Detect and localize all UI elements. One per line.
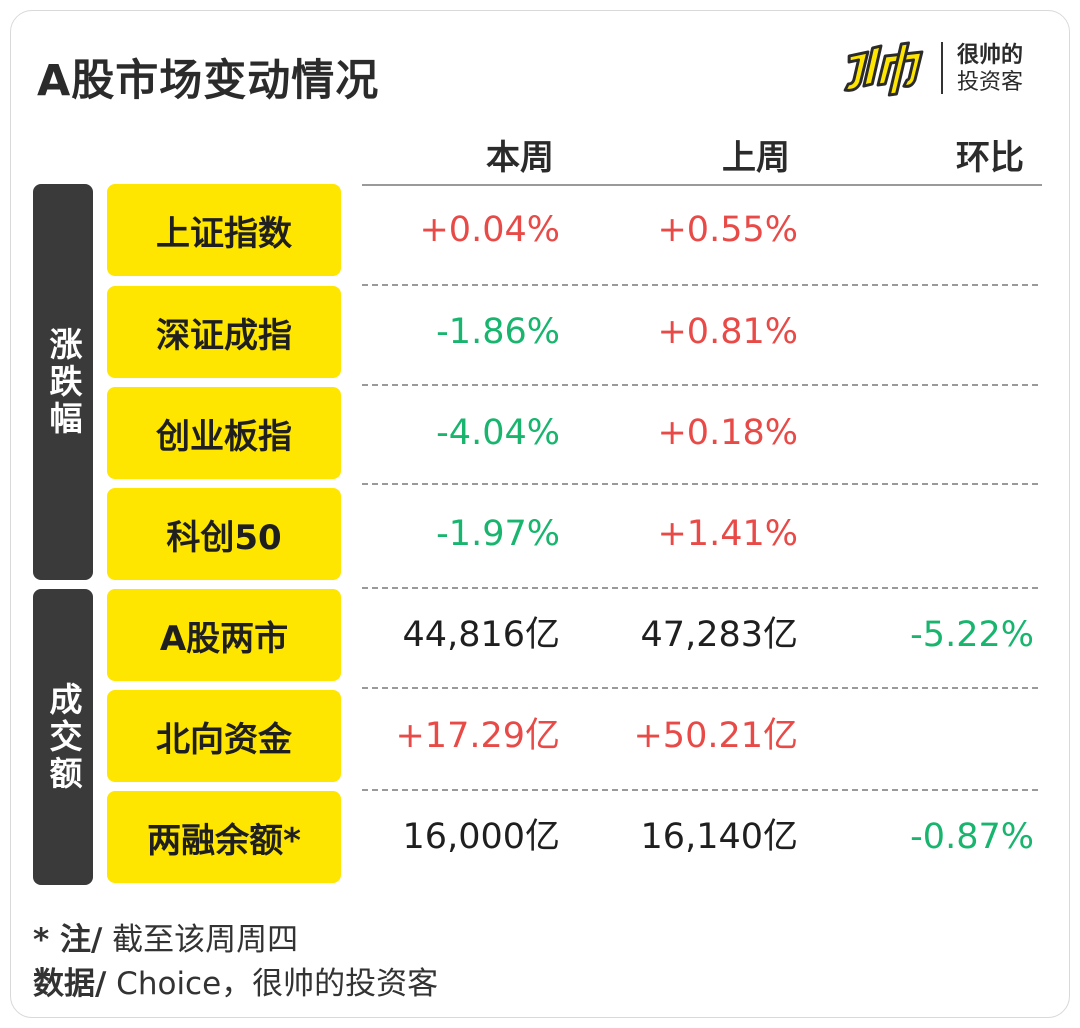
logo-text: 很帅的 投资客 bbox=[957, 42, 1023, 96]
row-divider bbox=[362, 687, 1038, 689]
row-divider bbox=[362, 483, 1038, 485]
cell-last-week: +50.21亿 bbox=[633, 716, 798, 756]
cell-last-week: +0.81% bbox=[657, 312, 798, 352]
footnote-note-label: * 注/ bbox=[33, 922, 103, 958]
cell-last-week: 16,140亿 bbox=[640, 817, 798, 857]
cell-this-week: 16,000亿 bbox=[402, 817, 560, 857]
group-label-volume: 成交额 bbox=[44, 681, 83, 793]
column-header-last-week: 上周 bbox=[722, 138, 790, 178]
brand-logo: 很帅的 投资客 bbox=[838, 38, 1038, 100]
footnote-note-text: 截至该周周四 bbox=[102, 922, 299, 958]
group-volume: 成交额 bbox=[33, 589, 93, 885]
footnote-note: * 注/ 截至该周周四 bbox=[33, 914, 298, 959]
footnote-source-text: Choice，很帅的投资客 bbox=[106, 966, 439, 1002]
row-label-margin-balance: 两融余额* bbox=[107, 791, 341, 883]
column-header-this-week: 本周 bbox=[486, 138, 554, 178]
cell-this-week: 44,816亿 bbox=[402, 615, 560, 655]
row-divider bbox=[362, 587, 1038, 589]
row-label-shanghai: 上证指数 bbox=[107, 184, 341, 276]
column-header-ratio: 环比 bbox=[956, 138, 1024, 178]
cell-this-week: -4.04% bbox=[436, 413, 560, 453]
row-label-shenzhen: 深证成指 bbox=[107, 286, 341, 378]
logo-divider bbox=[941, 42, 943, 94]
group-change: 涨跌幅 bbox=[33, 184, 93, 580]
footnote-source-label: 数据/ bbox=[33, 966, 107, 1002]
cell-this-week: +0.04% bbox=[419, 210, 560, 250]
page-title: A股市场变动情况 bbox=[37, 56, 380, 106]
cell-ratio: -5.22% bbox=[910, 615, 1034, 655]
logo-line-1: 很帅的 bbox=[957, 43, 1024, 68]
logo-line-2: 投资客 bbox=[957, 70, 1024, 95]
cell-this-week: +17.29亿 bbox=[395, 716, 560, 756]
cell-last-week: +1.41% bbox=[657, 514, 798, 554]
row-label-chinext: 创业板指 bbox=[107, 387, 341, 479]
footnote-source: 数据/ Choice，很帅的投资客 bbox=[33, 958, 438, 1003]
cell-this-week: -1.97% bbox=[436, 514, 560, 554]
header-divider bbox=[362, 184, 1042, 186]
row-label-northbound: 北向资金 bbox=[107, 690, 341, 782]
cell-last-week: 47,283亿 bbox=[640, 615, 798, 655]
cell-this-week: -1.86% bbox=[436, 312, 560, 352]
row-label-a-share-turnover: A股两市 bbox=[107, 589, 341, 681]
cell-last-week: +0.18% bbox=[657, 413, 798, 453]
shuai-logo-icon bbox=[843, 41, 924, 97]
row-divider bbox=[362, 384, 1038, 386]
row-label-star50: 科创50 bbox=[107, 488, 341, 580]
row-divider bbox=[362, 284, 1038, 286]
cell-ratio: -0.87% bbox=[910, 817, 1034, 857]
row-divider bbox=[362, 789, 1038, 791]
cell-last-week: +0.55% bbox=[657, 210, 798, 250]
group-label-change: 涨跌幅 bbox=[44, 326, 83, 438]
